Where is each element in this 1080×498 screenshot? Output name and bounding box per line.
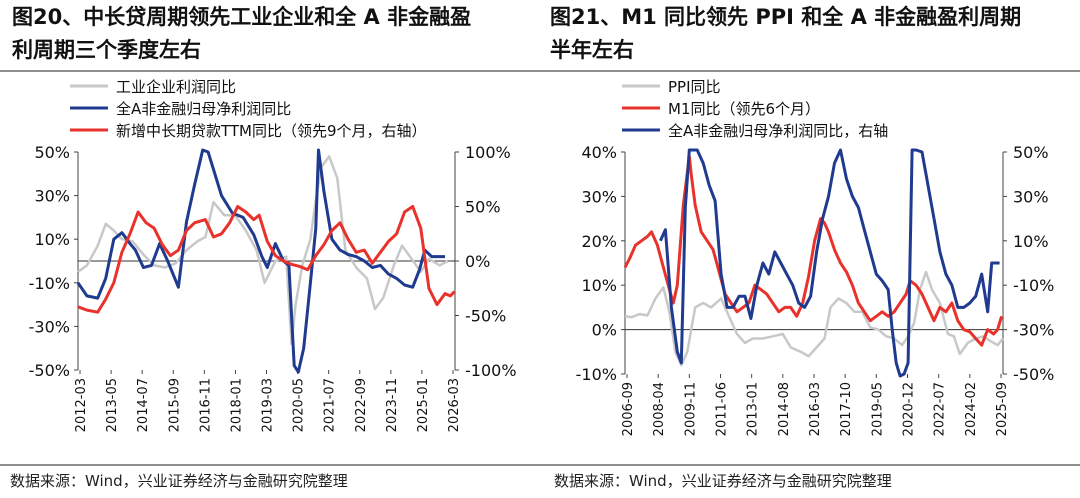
right-source-note: 数据来源：Wind，兴业证券经济与金融研究院整理	[554, 472, 892, 490]
right-left-tick-label: 0%	[592, 321, 617, 340]
right-legend-label-3: 全A非金融归母净利润同比，右轴	[668, 122, 888, 140]
left-figure-panel: 图20、中长贷周期领先工业企业和全 A 非金融盈 利周期三个季度左右 50% 30…	[0, 5, 540, 490]
right-x-tick-label: 2013-01	[746, 382, 761, 436]
right-series-line-1	[624, 270, 1004, 367]
right-figure-panel: 图21、M1 同比领先 PPI 和全 A 非金融盈利周期 半年左右 40% 30%…	[540, 0, 1080, 498]
left-x-tick-label: 2022-09	[354, 378, 369, 432]
left-legend-label-2: 全A非金融归母净利润同比	[116, 100, 291, 118]
left-right-tick-label: 0%	[465, 252, 490, 271]
right-x-tick-label: 2006-09	[621, 382, 636, 436]
right-x-tick-label: 2025-09	[995, 382, 1010, 436]
left-x-tick-label: 2013-05	[105, 378, 120, 432]
left-left-tick-label: -50%	[29, 361, 70, 380]
left-series-line-3	[77, 205, 456, 314]
left-figure-title-line1: 图20、中长贷周期领先工业企业和全 A 非金融盈	[12, 5, 472, 29]
right-left-tick-label: 10%	[581, 276, 617, 295]
right-figure-title-line2: 半年左右	[550, 38, 634, 62]
right-series-line-3	[659, 148, 1000, 378]
right-right-tick-label: -30%	[1013, 321, 1054, 340]
left-x-tick-label: 2018-01	[229, 378, 244, 432]
left-legend-label-1: 工业企业利润同比	[116, 78, 236, 96]
left-right-tick-label: -50%	[465, 307, 506, 326]
left-x-tick-label: 2019-03	[261, 378, 276, 432]
right-legend-label-2: M1同比（领先6个月）	[668, 100, 820, 118]
left-x-tick-label: 2015-09	[167, 378, 182, 432]
left-right-tick-label: 100%	[465, 143, 511, 162]
left-source-note: 数据来源：Wind，兴业证券经济与金融研究院整理	[10, 472, 348, 490]
left-chart: 50%30%10%-10%-30%-50%100%50%0%-50%-100%2…	[29, 78, 517, 432]
left-figure-title-line2: 利周期三个季度左右	[12, 38, 201, 62]
right-right-tick-label: -10%	[1013, 276, 1054, 295]
right-x-tick-label: 2014-08	[777, 382, 792, 436]
left-right-tick-label: 50%	[465, 198, 501, 217]
right-left-tick-label: 30%	[581, 187, 617, 206]
right-legend-label-1: PPI同比	[668, 78, 721, 96]
left-x-tick-label: 2026-03	[447, 378, 462, 432]
left-x-tick-label: 2012-03	[74, 378, 89, 432]
right-right-tick-label: -50%	[1013, 365, 1054, 384]
right-x-tick-label: 2008-04	[652, 382, 667, 436]
right-figure-title-line1: 图21、M1 同比领先 PPI 和全 A 非金融盈利周期	[550, 5, 1022, 29]
right-left-tick-label: -10%	[576, 365, 617, 384]
right-bottom-divider	[540, 464, 1080, 466]
right-right-tick-label: 10%	[1013, 232, 1049, 251]
right-right-tick-label: 50%	[1013, 143, 1049, 162]
left-x-tick-label: 2020-05	[292, 378, 307, 432]
right-right-tick-label: 30%	[1013, 187, 1049, 206]
right-x-tick-label: 2020-12	[902, 382, 917, 436]
right-x-tick-label: 2019-05	[870, 382, 885, 436]
right-x-tick-label: 2022-07	[933, 382, 948, 436]
right-x-tick-label: 2011-06	[715, 382, 730, 436]
left-left-tick-label: 50%	[34, 143, 70, 162]
right-x-tick-label: 2009-11	[683, 382, 698, 436]
right-left-tick-label: 40%	[581, 143, 617, 162]
right-left-tick-label: 20%	[581, 232, 617, 251]
right-x-tick-label: 2017-10	[839, 382, 854, 436]
right-x-tick-label: 2024-02	[964, 382, 979, 436]
right-chart: 40%30%20%10%0%-10%50%30%10%-10%-30%-50%2…	[576, 78, 1055, 436]
left-left-tick-label: -30%	[29, 317, 70, 336]
left-x-tick-label: 2025-01	[416, 378, 431, 432]
right-x-tick-label: 2016-03	[808, 382, 823, 436]
left-x-tick-label: 2023-11	[385, 378, 400, 432]
left-top-divider	[0, 70, 540, 72]
left-right-tick-label: -100%	[465, 361, 517, 380]
left-x-tick-label: 2014-07	[136, 378, 151, 432]
left-x-tick-label: 2016-11	[198, 378, 213, 432]
left-left-tick-label: 10%	[34, 230, 70, 249]
left-bottom-divider	[0, 464, 540, 466]
left-left-tick-label: 30%	[34, 187, 70, 206]
right-top-divider	[540, 70, 1080, 72]
left-series-line-2	[76, 148, 445, 374]
left-x-tick-label: 2021-07	[323, 378, 338, 432]
left-legend-label-3: 新增中长期贷款TTM同比（领先9个月，右轴）	[116, 122, 427, 140]
left-left-tick-label: -10%	[29, 274, 70, 293]
right-series-line-2	[623, 154, 1004, 347]
